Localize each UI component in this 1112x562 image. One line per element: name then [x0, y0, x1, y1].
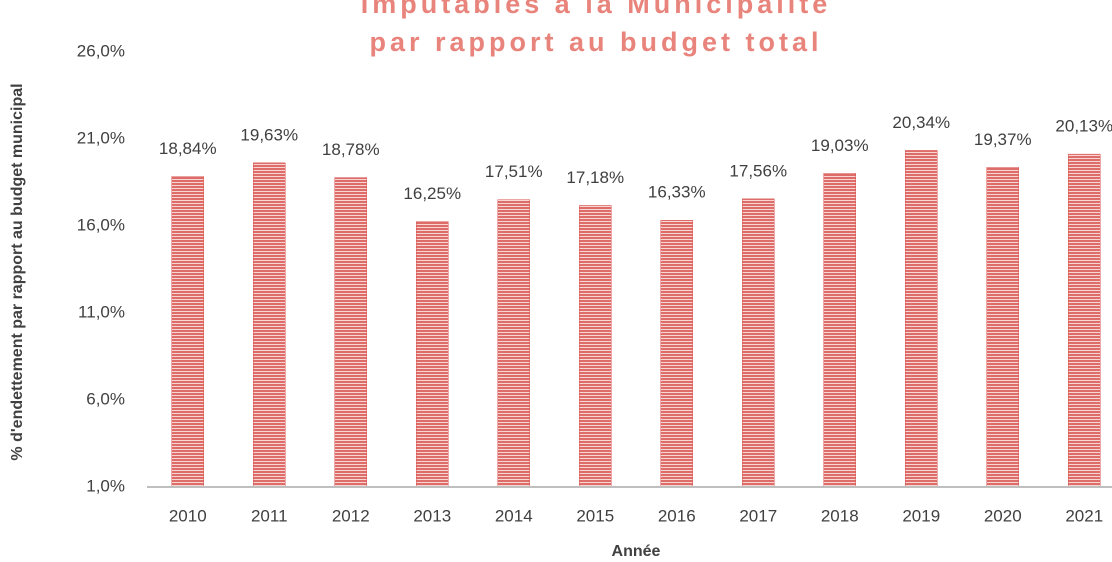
- data-label: 17,56%: [729, 161, 787, 180]
- data-label: 19,37%: [974, 130, 1032, 149]
- y-tick-label: 16,0%: [77, 215, 125, 234]
- x-tick-label: 2017: [739, 506, 777, 525]
- x-tick-label: 2015: [576, 506, 614, 525]
- bar: [986, 167, 1019, 488]
- bar: [1068, 153, 1101, 488]
- chart-title: Imputables à la Municipalité: [361, 0, 832, 19]
- bar: [905, 150, 938, 488]
- x-tick-label: 2010: [169, 506, 207, 525]
- bar: [497, 199, 530, 488]
- data-label: 16,33%: [648, 183, 706, 202]
- bar: [660, 220, 693, 488]
- x-tick-label: 2014: [495, 506, 533, 525]
- data-label: 17,18%: [566, 168, 624, 187]
- data-label: 16,25%: [403, 184, 461, 203]
- bar: [823, 173, 856, 488]
- data-label: 20,13%: [1055, 117, 1112, 136]
- x-tick-label: 2020: [984, 506, 1022, 525]
- bar: [579, 205, 612, 488]
- y-tick-label: 11,0%: [78, 302, 125, 321]
- y-tick-label: 6,0%: [86, 389, 125, 408]
- data-label: 19,63%: [240, 125, 298, 144]
- bar: [742, 198, 775, 488]
- x-tick-label: 2011: [251, 506, 288, 525]
- bar: [171, 176, 204, 488]
- y-tick-label: 1,0%: [86, 476, 125, 495]
- y-axis-title: % d'endettement par rapport au budget mu…: [9, 83, 26, 460]
- data-label: 19,03%: [811, 136, 869, 155]
- bar: [334, 177, 367, 488]
- data-label: 18,84%: [159, 139, 217, 158]
- data-label: 18,78%: [322, 140, 380, 159]
- x-tick-label: 2021: [1065, 506, 1103, 525]
- x-axis-title: Année: [612, 543, 661, 560]
- x-tick-label: 2016: [658, 506, 696, 525]
- data-label: 20,34%: [892, 113, 950, 132]
- x-tick-label: 2012: [332, 506, 370, 525]
- chart-title: par rapport au budget total: [369, 27, 822, 57]
- x-tick-label: 2018: [821, 506, 859, 525]
- y-tick-label: 26,0%: [77, 41, 125, 60]
- bar: [253, 162, 286, 488]
- x-tick-label: 2019: [902, 506, 940, 525]
- y-tick-label: 21,0%: [77, 128, 125, 147]
- bar: [416, 221, 449, 488]
- data-label: 17,51%: [485, 162, 543, 181]
- x-tick-label: 2013: [413, 506, 451, 525]
